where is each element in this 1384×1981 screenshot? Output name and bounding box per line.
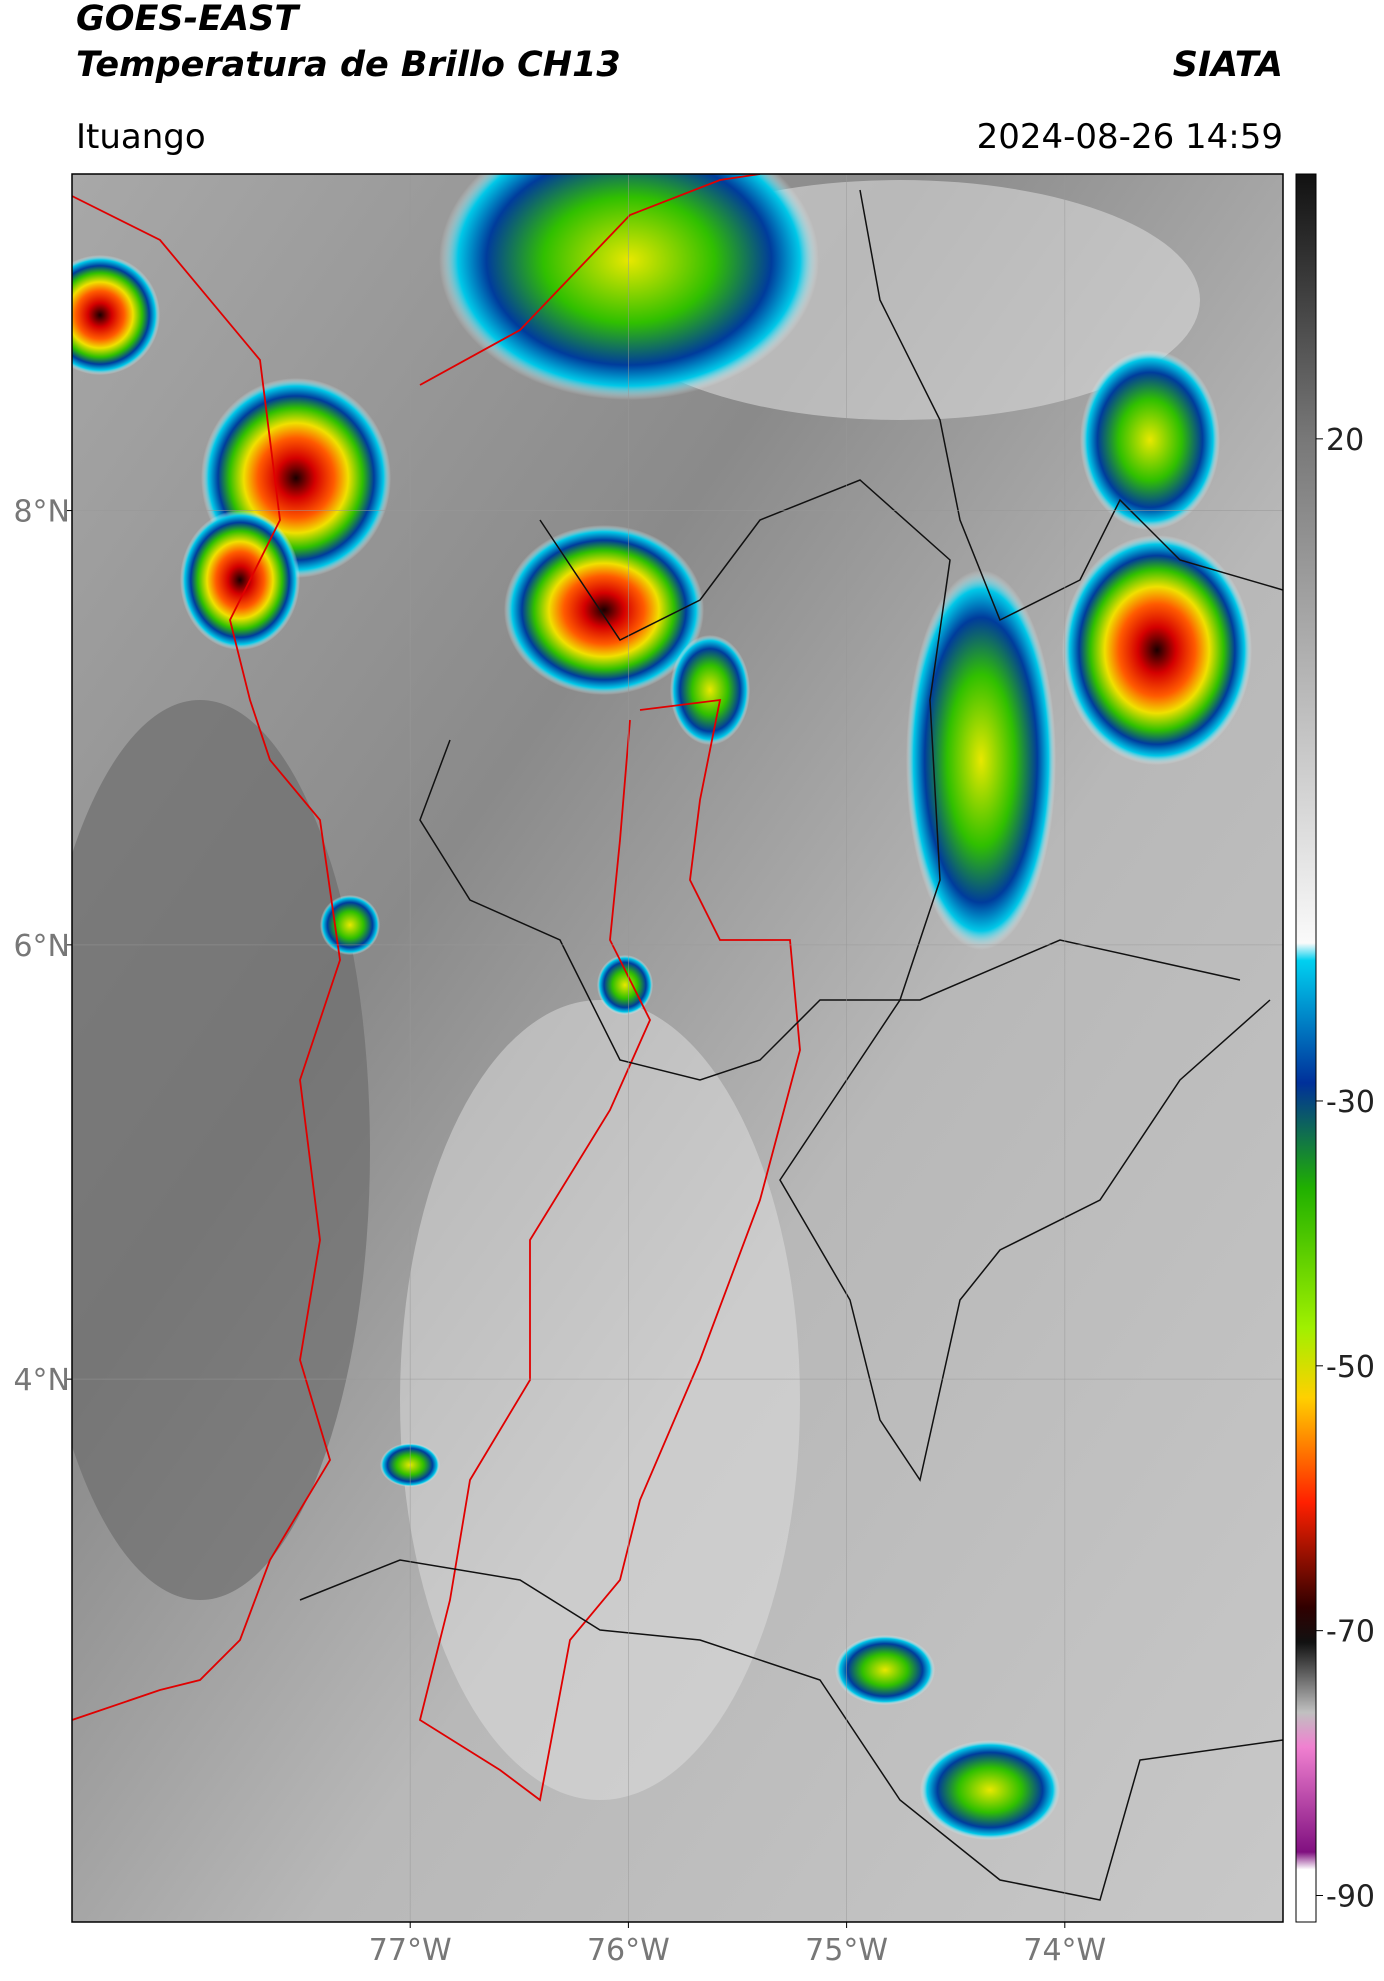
colorbar-tick-label: -30 [1326, 1085, 1375, 1120]
y-tick-label: 4°N [13, 1363, 70, 1398]
datetime: 2024-08-26 14:59 [977, 117, 1283, 157]
map-frame [71, 173, 1284, 1923]
title: GOES-EAST [76, 0, 301, 39]
department-border [419, 739, 1241, 1081]
x-tick-label: 77°W [369, 1933, 452, 1968]
storm [504, 525, 704, 695]
storm [835, 1635, 935, 1705]
storm [1062, 535, 1252, 765]
colorbar-tick-label: 20 [1326, 423, 1364, 458]
storm [597, 955, 653, 1015]
y-tick-label: 8°N [13, 495, 70, 530]
department-border [418, 698, 801, 1802]
storm [906, 570, 1056, 950]
storm [920, 1740, 1060, 1840]
department-border [539, 479, 1271, 1482]
x-tick-label: 74°W [1023, 1933, 1106, 1968]
department-border [299, 1559, 1283, 1901]
map-image [72, 174, 1283, 1922]
ocean [72, 700, 370, 1600]
cloud [400, 1000, 800, 1800]
region: Ituango [76, 117, 206, 157]
colorbar-tick-label: -70 [1326, 1615, 1375, 1650]
colorbar-tick-label: -50 [1326, 1350, 1375, 1385]
border [419, 174, 761, 386]
storm [439, 174, 819, 400]
colorbar-tick-label: -90 [1326, 1880, 1375, 1915]
subtitle: Temperatura de Brillo CH13 [76, 45, 621, 85]
storm [670, 635, 750, 745]
storm [1080, 350, 1220, 530]
graticule [72, 174, 1283, 1922]
coastline [72, 195, 341, 1721]
source: SIATA [1173, 45, 1283, 85]
colorbar [1295, 173, 1317, 1923]
x-tick-label: 76°W [587, 1933, 670, 1968]
storm [72, 255, 160, 375]
x-tick-label: 75°W [805, 1933, 888, 1968]
y-tick-label: 6°N [13, 929, 70, 964]
department-border [859, 189, 1283, 622]
storm [180, 510, 300, 650]
storm [320, 895, 380, 955]
